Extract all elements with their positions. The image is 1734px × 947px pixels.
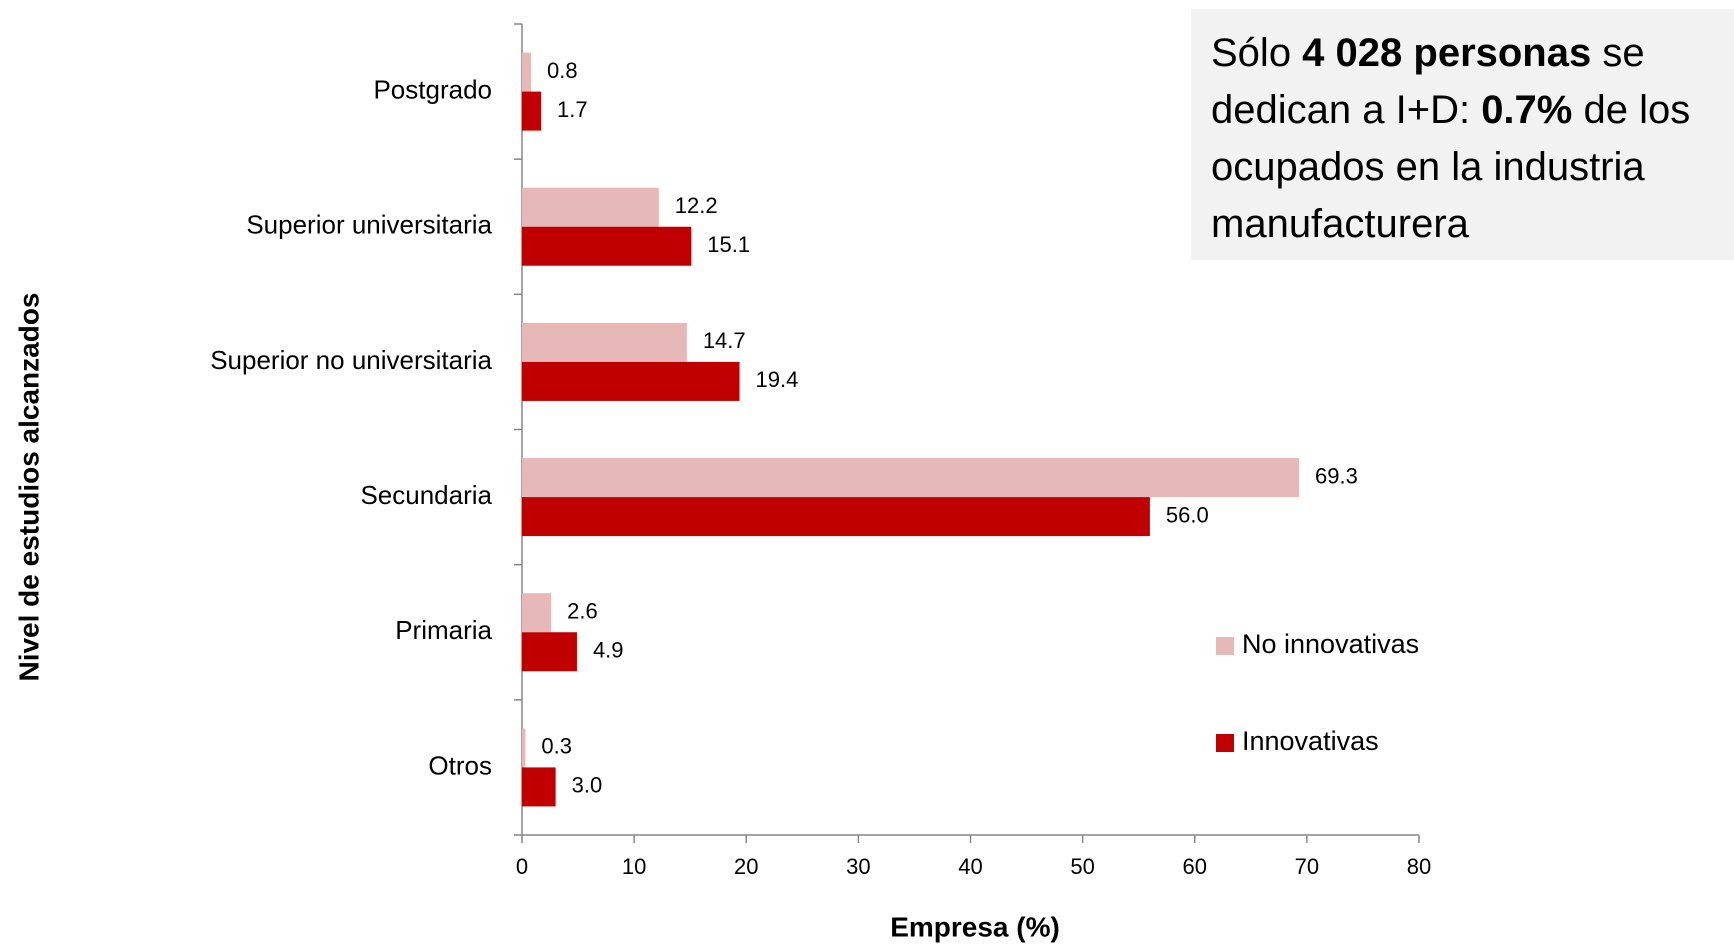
y-tick-label: Secundaria [360, 480, 492, 510]
value-label: 0.8 [547, 58, 578, 83]
bar [522, 91, 542, 131]
legend-swatch [1216, 734, 1234, 752]
annotation-line: dedican a I+D: 0.7% de los [1211, 82, 1714, 139]
y-tick-label: Superior universitaria [246, 210, 492, 240]
bar [522, 52, 531, 92]
value-label: 69.3 [1315, 463, 1358, 488]
value-label: 12.2 [675, 193, 718, 218]
value-label: 19.4 [756, 367, 799, 392]
annotation-line: Sólo 4 028 personas se [1211, 25, 1714, 82]
bar [522, 187, 659, 227]
bar [522, 593, 552, 633]
annotation-text: manufacturera [1211, 202, 1469, 246]
x-tick-label: 70 [1295, 854, 1319, 879]
x-tick-label: 10 [622, 854, 646, 879]
legend-swatch [1216, 637, 1234, 655]
bar [522, 632, 577, 672]
x-tick-label: 20 [734, 854, 758, 879]
x-tick-label: 40 [958, 854, 982, 879]
legend-label: No innovativas [1242, 629, 1419, 659]
value-label: 3.0 [572, 773, 603, 798]
value-label: 56.0 [1166, 502, 1209, 527]
x-axis-title: Empresa (%) [890, 911, 1060, 942]
value-label: 15.1 [707, 232, 750, 257]
value-label: 2.6 [567, 599, 598, 624]
value-label: 14.7 [703, 328, 746, 353]
x-tick-label: 0 [516, 854, 528, 879]
annotation-text: dedican a I+D: [1211, 88, 1482, 132]
bar [522, 458, 1300, 498]
y-tick-label: Postgrado [373, 74, 492, 104]
annotation-text: de los [1572, 88, 1691, 132]
x-tick-label: 30 [846, 854, 870, 879]
annotation-text: Sólo [1211, 31, 1303, 75]
annotation-line: ocupados en la industria [1211, 139, 1714, 196]
bar [522, 497, 1150, 537]
y-axis-title: Nivel de estudios alcanzados [13, 292, 44, 681]
bar [522, 226, 692, 266]
value-label: 4.9 [593, 638, 624, 663]
bar [522, 728, 526, 768]
value-label: 0.3 [541, 734, 572, 759]
bar [522, 322, 687, 362]
x-tick-label: 80 [1407, 854, 1431, 879]
annotation: Sólo 4 028 personas se dedican a I+D: 0.7… [1191, 9, 1734, 260]
x-tick-label: 60 [1183, 854, 1207, 879]
y-tick-label: Superior no universitaria [210, 345, 492, 375]
annotation-text: ocupados en la industria [1211, 145, 1645, 189]
legend-label: Innovativas [1242, 726, 1379, 756]
annotation-text: 0.7% [1481, 88, 1573, 132]
value-label: 1.7 [557, 97, 588, 122]
bar [522, 361, 740, 401]
x-tick-label: 50 [1070, 854, 1094, 879]
annotation-text: se [1591, 31, 1645, 75]
annotation-line: manufacturera [1211, 196, 1714, 253]
annotation-text: 4 028 personas [1302, 31, 1592, 75]
bar [522, 767, 556, 807]
y-tick-label: Primaria [395, 615, 492, 645]
y-tick-label: Otros [428, 750, 492, 780]
